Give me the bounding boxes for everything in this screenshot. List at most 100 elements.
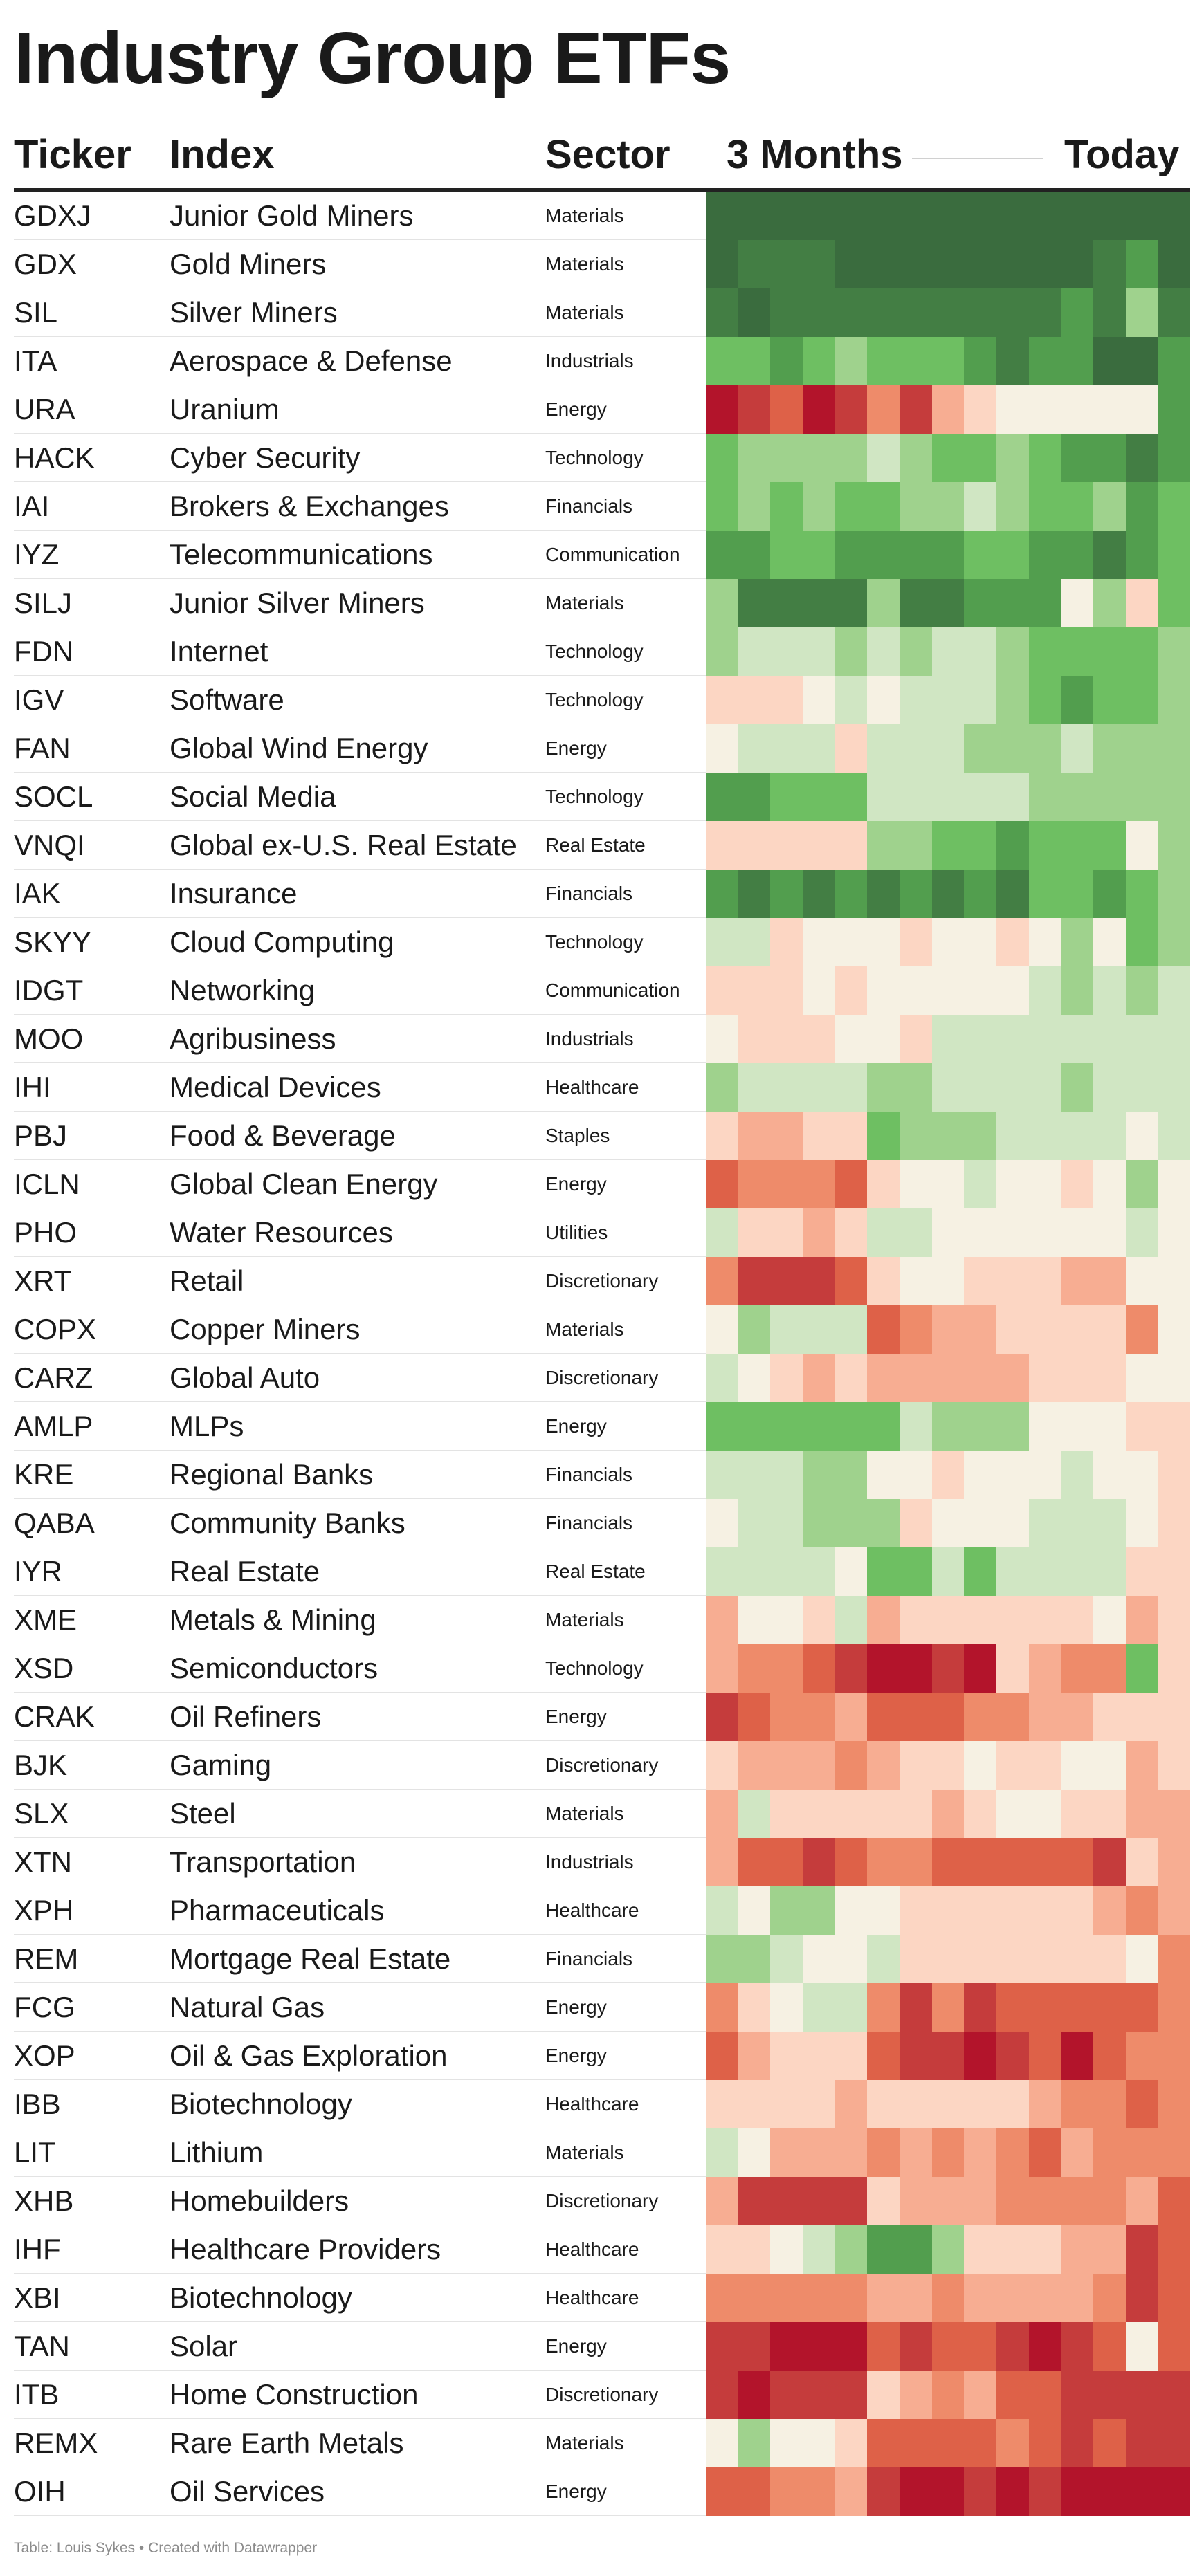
heatmap-cell xyxy=(900,482,932,531)
heatmap-cell xyxy=(867,1596,900,1644)
heatmap-cell xyxy=(706,2322,738,2371)
heatmap-cell xyxy=(834,192,868,240)
heatmap-cell xyxy=(996,1015,1029,1063)
table-row: LIT Lithium Materials xyxy=(14,2128,1191,2177)
ticker-cell: VNQI xyxy=(14,829,85,861)
heatmap-cell xyxy=(1028,1015,1061,1063)
heatmap-cell xyxy=(1158,240,1191,288)
heatmap-strip xyxy=(706,821,1191,870)
heatmap-cell xyxy=(900,1015,932,1063)
heatmap-cell xyxy=(1093,1547,1126,1596)
heatmap-cell xyxy=(1061,1354,1094,1402)
heatmap-cell xyxy=(1125,2467,1158,2516)
heatmap-cell xyxy=(1093,385,1126,434)
heatmap-cell xyxy=(1028,1935,1061,1983)
heatmap-cell xyxy=(834,2128,868,2177)
heatmap-cell xyxy=(867,579,900,627)
heatmap-cell xyxy=(867,1644,900,1693)
heatmap-cell xyxy=(1093,337,1126,385)
heatmap-cell xyxy=(1028,1547,1061,1596)
heatmap-cell xyxy=(1125,1596,1158,1644)
heatmap-cell xyxy=(1158,2177,1191,2225)
heatmap-cell xyxy=(996,627,1029,676)
sector-cell: Industrials xyxy=(545,350,634,371)
heatmap-cell xyxy=(706,482,738,531)
heatmap-cell xyxy=(931,482,965,531)
heatmap-cell xyxy=(706,1838,738,1886)
heatmap-cell xyxy=(738,385,771,434)
heatmap-strip xyxy=(706,1354,1191,1402)
heatmap-cell xyxy=(900,2177,932,2225)
heatmap-cell xyxy=(1125,531,1158,579)
index-cell: Home Construction xyxy=(170,2378,419,2411)
heatmap-cell xyxy=(931,2225,965,2274)
heatmap-cell xyxy=(706,1644,738,1693)
index-cell: Brokers & Exchanges xyxy=(170,490,449,522)
heatmap-cell xyxy=(738,288,771,337)
heatmap-cell xyxy=(706,1354,738,1402)
heatmap-strip xyxy=(706,2080,1191,2128)
heatmap-cell xyxy=(867,337,900,385)
heatmap-cell xyxy=(996,482,1029,531)
heatmap-cell xyxy=(867,2128,900,2177)
index-cell: Cyber Security xyxy=(170,441,361,474)
heatmap-cell xyxy=(706,2225,738,2274)
heatmap-cell xyxy=(964,821,997,870)
heatmap-cell xyxy=(1028,1644,1061,1693)
heatmap-cell xyxy=(867,434,900,482)
heatmap-cell xyxy=(738,1886,771,1935)
heatmap-cell xyxy=(770,2274,803,2322)
heatmap-cell xyxy=(803,1547,835,1596)
heatmap-cell xyxy=(996,2419,1029,2467)
heatmap-cell xyxy=(996,724,1029,773)
heatmap-cell xyxy=(1093,288,1126,337)
heatmap-cell xyxy=(1028,1112,1061,1160)
sector-cell: Materials xyxy=(545,592,624,614)
heatmap-cell xyxy=(706,288,738,337)
heatmap-cell xyxy=(900,1063,932,1112)
heatmap-cell xyxy=(1158,966,1191,1015)
heatmap-cell xyxy=(931,724,965,773)
heatmap-cell xyxy=(738,2322,771,2371)
heatmap-cell xyxy=(996,1644,1029,1693)
heatmap-cell xyxy=(996,1693,1029,1741)
heatmap-cell xyxy=(803,288,835,337)
header-sector: Sector xyxy=(545,132,671,177)
heatmap-cell xyxy=(706,966,738,1015)
heatmap-cell xyxy=(900,2225,932,2274)
sector-cell: Staples xyxy=(545,1125,610,1146)
heatmap-cell xyxy=(1093,1354,1126,1402)
heatmap-cell xyxy=(867,1693,900,1741)
heatmap-cell xyxy=(738,531,771,579)
heatmap-cell xyxy=(996,2274,1029,2322)
heatmap-cell xyxy=(738,627,771,676)
heatmap-cell xyxy=(931,918,965,966)
heatmap-cell xyxy=(1061,1886,1094,1935)
heatmap-cell xyxy=(964,724,997,773)
heatmap-cell xyxy=(900,1935,932,1983)
table-row: URA Uranium Energy xyxy=(14,385,1191,434)
ticker-cell: KRE xyxy=(14,1458,74,1491)
heatmap-cell xyxy=(900,1693,932,1741)
index-cell: Regional Banks xyxy=(170,1458,374,1491)
table-row: FCG Natural Gas Energy xyxy=(14,1983,1191,2032)
heatmap-cell xyxy=(770,2225,803,2274)
table-row: SOCL Social Media Technology xyxy=(14,773,1191,821)
heatmap-cell xyxy=(770,240,803,288)
heatmap-cell xyxy=(706,240,738,288)
heatmap-cell xyxy=(1125,1886,1158,1935)
heatmap-cell xyxy=(996,1886,1029,1935)
heatmap-cell xyxy=(770,2371,803,2419)
ticker-cell: IAI xyxy=(14,490,50,522)
heatmap-cell xyxy=(1061,2322,1094,2371)
heatmap-cell xyxy=(1158,676,1191,724)
heatmap-cell xyxy=(1061,966,1094,1015)
heatmap-cell xyxy=(1125,1838,1158,1886)
heatmap-cell xyxy=(1028,1790,1061,1838)
table-row: REMX Rare Earth Metals Materials xyxy=(14,2419,1191,2467)
heatmap-cell xyxy=(867,1838,900,1886)
heatmap-cell xyxy=(1061,821,1094,870)
heatmap-cell xyxy=(867,1354,900,1402)
heatmap-cell xyxy=(738,1935,771,1983)
heatmap-cell xyxy=(1158,482,1191,531)
